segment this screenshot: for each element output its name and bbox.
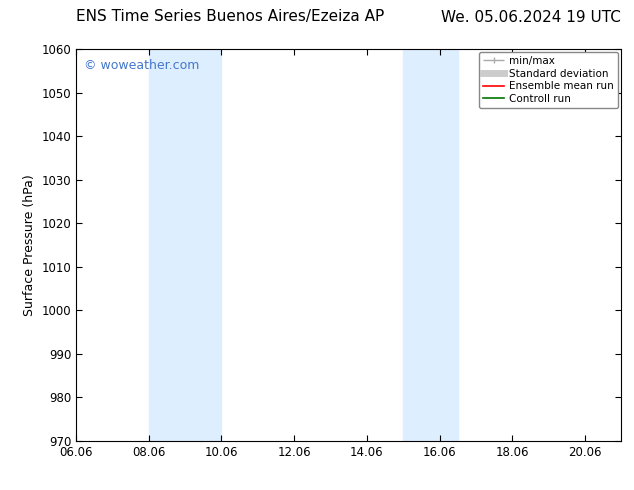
Text: We. 05.06.2024 19 UTC: We. 05.06.2024 19 UTC <box>441 9 621 24</box>
Text: ENS Time Series Buenos Aires/Ezeiza AP: ENS Time Series Buenos Aires/Ezeiza AP <box>76 9 384 24</box>
Bar <box>403 49 458 441</box>
Bar <box>149 49 221 441</box>
Y-axis label: Surface Pressure (hPa): Surface Pressure (hPa) <box>23 174 36 316</box>
Text: © woweather.com: © woweather.com <box>84 59 200 72</box>
Legend: min/max, Standard deviation, Ensemble mean run, Controll run: min/max, Standard deviation, Ensemble me… <box>479 52 618 108</box>
